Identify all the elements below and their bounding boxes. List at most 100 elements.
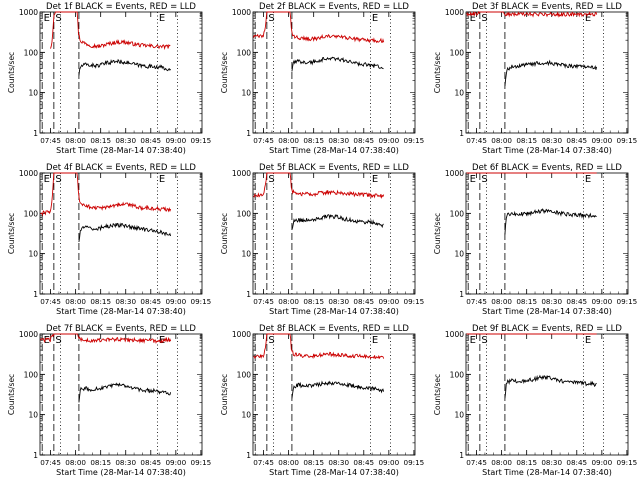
series-line-events	[504, 374, 597, 399]
x-tick-label: 08:30	[115, 297, 136, 306]
series-line-events	[504, 59, 598, 87]
x-tick-label: 09:00	[591, 136, 612, 145]
y-axis-label: Counts/sec	[433, 213, 442, 254]
x-tick-label: 09:15	[617, 458, 638, 467]
x-tick-label: 08:45	[353, 136, 374, 145]
x-tick-label: 08:45	[140, 297, 161, 306]
y-axis-label: Counts/sec	[220, 374, 229, 415]
x-tick-label: 08:45	[566, 458, 587, 467]
y-tick-label: 1000	[445, 169, 464, 178]
x-tick-label: 08:30	[328, 458, 349, 467]
plot-title: Det 3f BLACK = Events, RED = LLD	[472, 2, 622, 12]
plot-panel-det-7f: Det 7f BLACK = Events, RED = LLD 1 10 100 10…	[7, 324, 211, 477]
plot-title: Det 9f BLACK = Events, RED = LLD	[472, 324, 622, 334]
series-line-lld	[466, 10, 598, 18]
x-tick-label: 09:00	[378, 458, 399, 467]
plot-panel-det-1f: Det 1f BLACK = Events, RED = LLD 1 10 100 10…	[7, 2, 211, 155]
x-tick-label: 08:15	[303, 458, 324, 467]
x-tick-label: 09:15	[617, 297, 638, 306]
y-tick-label: 100	[24, 209, 39, 218]
y-tick-label: 10	[28, 89, 38, 98]
x-tick-label: 09:00	[165, 458, 186, 467]
y-tick-label: 1	[459, 290, 464, 299]
y-tick-label: 100	[24, 48, 39, 57]
series-line-events	[78, 58, 171, 76]
x-axis-label: Start Time (28-Mar-14 07:38:40)	[269, 468, 399, 477]
marker-label: E	[44, 335, 50, 346]
marker-label: E	[372, 174, 378, 185]
plot-panel-det-3f: Det 3f BLACK = Events, RED = LLD 1 10 100 10…	[433, 2, 637, 155]
y-tick-label: 100	[450, 48, 465, 57]
x-tick-label: 08:00	[65, 136, 86, 145]
plot-frame	[39, 11, 203, 134]
marker-label: E	[585, 13, 591, 24]
x-tick-label: 08:45	[140, 136, 161, 145]
x-tick-label: 07:45	[40, 458, 61, 467]
x-tick-label: 08:15	[90, 136, 111, 145]
x-tick-label: 08:15	[303, 297, 324, 306]
marker-label: E	[372, 335, 378, 346]
marker-label: E	[470, 174, 476, 185]
plot-panel-det-2f: Det 2f BLACK = Events, RED = LLD 1 10 100 10…	[220, 2, 424, 155]
x-tick-label: 08:00	[278, 136, 299, 145]
x-tick-label: 08:00	[491, 297, 512, 306]
marker-label: S	[481, 335, 487, 346]
plot-panel-det-9f: Det 9f BLACK = Events, RED = LLD 1 10 100 10…	[433, 324, 637, 477]
plot-title: Det 8f BLACK = Events, RED = LLD	[259, 324, 409, 334]
series-line-lld	[253, 172, 385, 200]
x-tick-label: 09:00	[165, 136, 186, 145]
y-tick-label: 10	[241, 89, 251, 98]
x-tick-label: 09:15	[191, 297, 212, 306]
x-tick-label: 08:15	[303, 136, 324, 145]
x-tick-label: 08:15	[90, 297, 111, 306]
y-tick-label: 10	[28, 250, 38, 259]
x-tick-label: 09:00	[591, 297, 612, 306]
x-axis-label: Start Time (28-Mar-14 07:38:40)	[269, 307, 399, 316]
y-tick-label: 10	[454, 411, 464, 420]
y-tick-label: 1000	[232, 8, 251, 17]
y-tick-label: 1	[33, 290, 38, 299]
y-tick-label: 1000	[232, 330, 251, 339]
x-tick-label: 08:00	[278, 458, 299, 467]
x-tick-label: 08:45	[140, 458, 161, 467]
marker-label: E	[372, 13, 378, 24]
x-tick-label: 08:30	[541, 297, 562, 306]
series-line-lld	[40, 333, 172, 344]
x-tick-label: 07:45	[40, 136, 61, 145]
x-axis-label: Start Time (28-Mar-14 07:38:40)	[56, 146, 186, 155]
y-tick-label: 100	[450, 370, 465, 379]
x-tick-label: 08:45	[353, 458, 374, 467]
marker-label: S	[481, 174, 487, 185]
marker-label: S	[268, 335, 274, 346]
y-tick-label: 1000	[19, 8, 38, 17]
y-tick-label: 1000	[232, 169, 251, 178]
plot-title: Det 2f BLACK = Events, RED = LLD	[259, 2, 409, 12]
x-tick-label: 08:30	[328, 136, 349, 145]
series-line-events	[291, 380, 385, 399]
x-tick-label: 08:30	[541, 458, 562, 467]
x-axis-label: Start Time (28-Mar-14 07:38:40)	[269, 146, 399, 155]
y-tick-label: 10	[454, 250, 464, 259]
y-tick-label: 1	[33, 451, 38, 460]
x-tick-label: 09:00	[378, 136, 399, 145]
marker-label: E	[470, 13, 476, 24]
y-tick-label: 1000	[19, 169, 38, 178]
x-tick-label: 08:45	[353, 297, 374, 306]
marker-label: E	[44, 13, 50, 24]
series-line-lld	[253, 333, 385, 360]
y-tick-label: 1	[246, 129, 251, 138]
marker-label: S	[55, 335, 61, 346]
plot-panel-det-4f: Det 4f BLACK = Events, RED = LLD 1 10 100 10…	[7, 163, 211, 316]
y-tick-label: 1	[33, 129, 38, 138]
x-tick-label: 09:15	[191, 458, 212, 467]
series-line-events	[504, 208, 597, 235]
x-tick-label: 08:15	[516, 136, 537, 145]
y-tick-label: 10	[28, 411, 38, 420]
y-tick-label: 100	[24, 370, 39, 379]
y-tick-label: 10	[241, 411, 251, 420]
marker-label: S	[55, 13, 61, 24]
x-axis-label: Start Time (28-Mar-14 07:38:40)	[56, 307, 186, 316]
y-tick-label: 100	[450, 209, 465, 218]
marker-label: E	[470, 335, 476, 346]
x-tick-label: 08:15	[90, 458, 111, 467]
